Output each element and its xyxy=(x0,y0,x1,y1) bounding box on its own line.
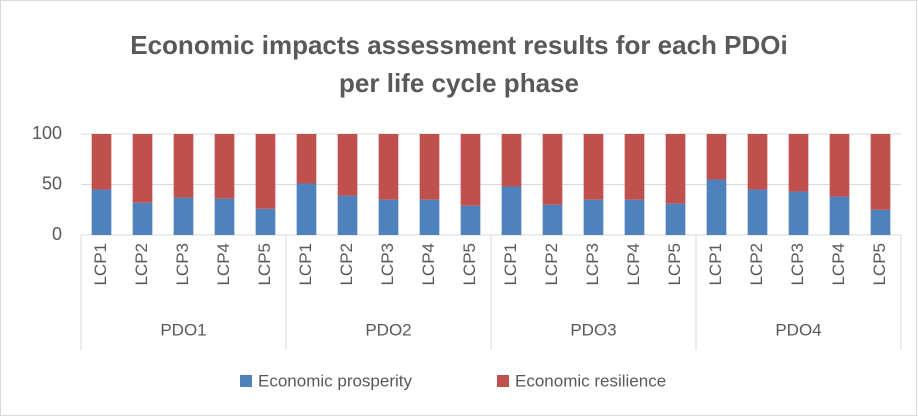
x-tick-label: LCP1 xyxy=(501,243,520,286)
bar-segment xyxy=(132,202,153,235)
bar-segment xyxy=(788,191,809,235)
bar-segment xyxy=(91,134,112,190)
bar-segment xyxy=(829,196,850,235)
bar-segment xyxy=(296,183,317,235)
bar-segment xyxy=(337,134,358,196)
bar-segment xyxy=(747,134,768,190)
x-tick-label: LCP5 xyxy=(255,243,274,286)
bar-segment xyxy=(419,199,440,235)
x-tick-label: LCP4 xyxy=(214,243,233,286)
y-tick-label: 50 xyxy=(42,173,62,193)
bar-segment xyxy=(460,205,481,235)
x-tick-label: LCP1 xyxy=(706,243,725,286)
bar-segment xyxy=(501,134,522,187)
x-tick-label: LCP3 xyxy=(788,243,807,286)
x-tick-label: LCP2 xyxy=(747,243,766,286)
bar-segment xyxy=(378,134,399,200)
legend-label: Economic prosperity xyxy=(258,371,413,390)
bar-segment xyxy=(173,134,194,198)
legend-swatch xyxy=(240,375,252,387)
bar-segment xyxy=(829,134,850,197)
bar-segment xyxy=(542,204,563,235)
bar-segment xyxy=(870,134,891,210)
bar-segment xyxy=(460,134,481,206)
group-label: PDO4 xyxy=(775,320,821,339)
bar-segment xyxy=(419,134,440,200)
x-tick-label: LCP1 xyxy=(91,243,110,286)
bar-segment xyxy=(706,179,727,235)
bar-segment xyxy=(624,199,645,235)
legend-swatch xyxy=(497,375,509,387)
x-tick-label: LCP2 xyxy=(542,243,561,286)
x-tick-label: LCP4 xyxy=(624,243,643,286)
bar-segment xyxy=(214,198,235,235)
bar-segment xyxy=(337,195,358,235)
group-label: PDO2 xyxy=(365,320,411,339)
x-tick-label: LCP5 xyxy=(460,243,479,286)
bar-segment xyxy=(542,134,563,205)
bar-segment xyxy=(706,134,727,180)
bar-segment xyxy=(214,134,235,199)
bar-segment xyxy=(255,134,276,209)
bar-segment xyxy=(788,134,809,192)
bar-segment xyxy=(665,134,686,204)
x-tick-label: LCP4 xyxy=(419,243,438,286)
bar-segment xyxy=(255,208,276,235)
bar-segment xyxy=(378,199,399,235)
x-tick-label: LCP3 xyxy=(378,243,397,286)
group-label: PDO1 xyxy=(160,320,206,339)
bar-segment xyxy=(665,203,686,235)
bar-segment xyxy=(583,134,604,200)
bar-segment xyxy=(624,134,645,200)
bar-segment xyxy=(583,199,604,235)
group-label: PDO3 xyxy=(570,320,616,339)
bar-segment xyxy=(91,189,112,235)
bar-segment xyxy=(296,134,317,184)
x-tick-label: LCP5 xyxy=(870,243,889,286)
legend-label: Economic resilience xyxy=(515,371,666,390)
x-tick-label: LCP2 xyxy=(132,243,151,286)
bar-segment xyxy=(870,209,891,235)
x-tick-label: LCP1 xyxy=(296,243,315,286)
x-tick-label: LCP2 xyxy=(337,243,356,286)
bar-segment xyxy=(173,197,194,235)
x-tick-label: LCP4 xyxy=(829,243,848,286)
chart-title: Economic impacts assessment results for … xyxy=(130,30,788,98)
y-tick-label: 100 xyxy=(32,123,62,143)
bar-segment xyxy=(132,134,153,203)
x-tick-label: LCP3 xyxy=(173,243,192,286)
x-tick-label: LCP5 xyxy=(665,243,684,286)
y-tick-label: 0 xyxy=(52,224,62,244)
x-tick-label: LCP3 xyxy=(583,243,602,286)
bar-segment xyxy=(501,186,522,235)
bar-segment xyxy=(747,189,768,235)
